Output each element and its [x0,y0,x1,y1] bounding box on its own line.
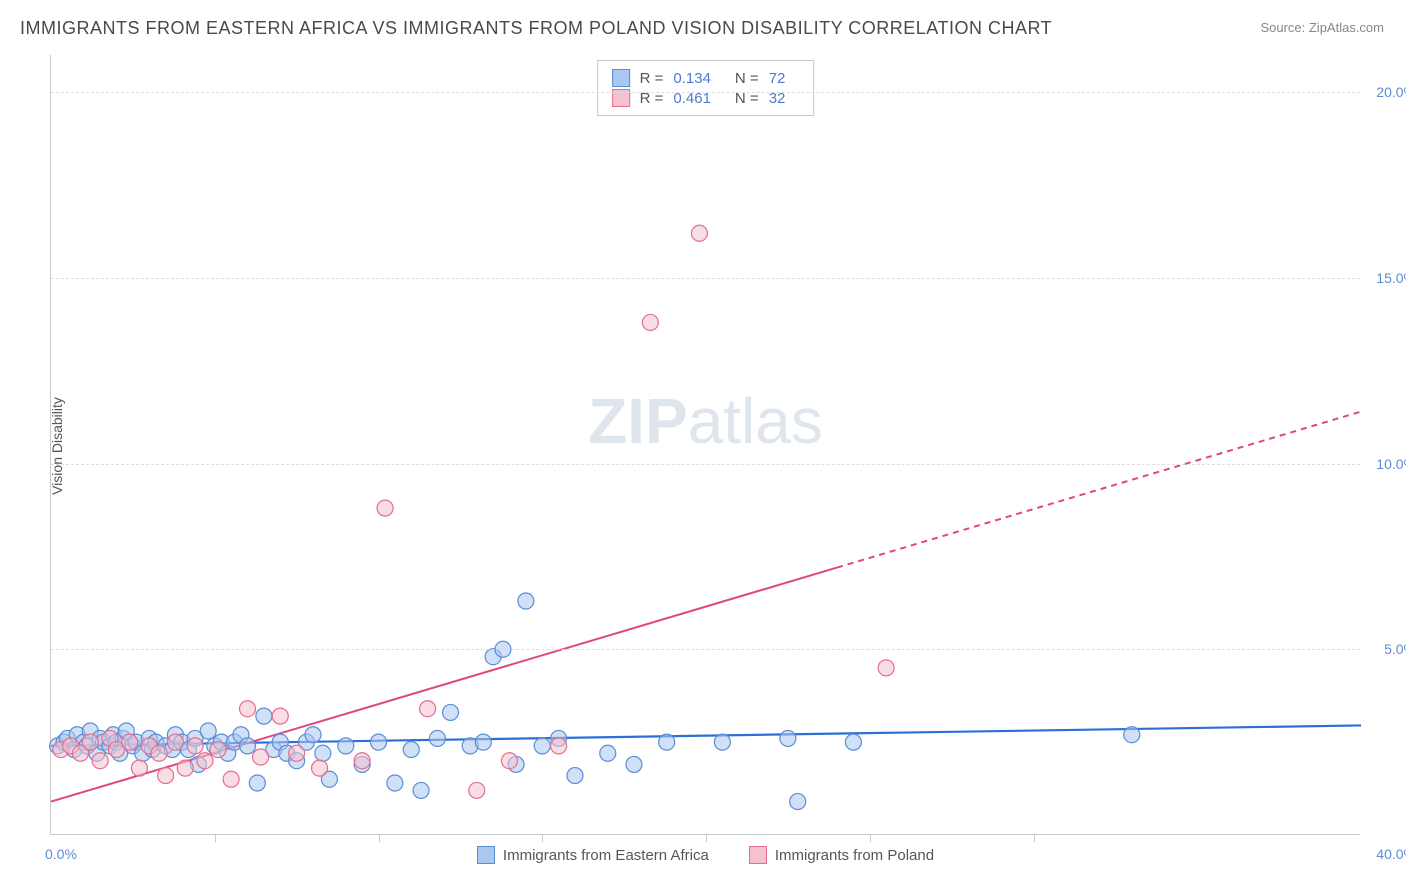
data-point [642,314,658,330]
source-prefix: Source: [1260,20,1308,35]
y-tick-label: 15.0% [1376,270,1406,286]
data-point [1124,727,1140,743]
data-point [223,771,239,787]
data-point [403,742,419,758]
plot-area: ZIPatlas R = 0.134 N = 72 R = 0.461 N = … [50,55,1360,835]
legend-swatch-2b [749,846,767,864]
legend-item-2: Immigrants from Poland [749,846,934,864]
legend-label-1: Immigrants from Eastern Africa [503,847,709,864]
data-point [210,742,226,758]
data-point [256,708,272,724]
x-tick-mark [379,834,380,842]
data-point [315,745,331,761]
data-point [502,753,518,769]
data-point [714,734,730,750]
data-point [780,730,796,746]
gridline [51,92,1360,93]
data-point [469,782,485,798]
data-point [82,734,98,750]
data-point [167,734,183,750]
source-citation: Source: ZipAtlas.com [1260,20,1384,35]
gridline [51,464,1360,465]
gridline [51,649,1360,650]
data-point [122,734,138,750]
data-point [240,738,256,754]
x-tick-mark [215,834,216,842]
data-point [443,704,459,720]
data-point [249,775,265,791]
data-point [240,701,256,717]
trend-line [51,568,837,802]
data-point [567,768,583,784]
data-point [429,730,445,746]
chart-svg [51,55,1360,834]
data-point [371,734,387,750]
x-tick-mark [706,834,707,842]
data-point [600,745,616,761]
data-point [312,760,328,776]
data-point [151,745,167,761]
x-tick-mark [870,834,871,842]
data-point [92,753,108,769]
data-point [253,749,269,765]
data-point [387,775,403,791]
legend-item-1: Immigrants from Eastern Africa [477,846,709,864]
data-point [354,753,370,769]
data-point [177,760,193,776]
data-point [158,768,174,784]
data-point [131,760,147,776]
data-point [626,756,642,772]
data-point [272,708,288,724]
x-tick-max: 40.0% [1376,846,1406,862]
data-point [187,738,203,754]
legend-series: Immigrants from Eastern Africa Immigrant… [51,846,1360,864]
chart-title: IMMIGRANTS FROM EASTERN AFRICA VS IMMIGR… [20,18,1052,39]
source-link[interactable]: ZipAtlas.com [1309,20,1384,35]
legend-label-2: Immigrants from Poland [775,847,934,864]
data-point [305,727,321,743]
data-point [377,500,393,516]
data-point [413,782,429,798]
data-point [534,738,550,754]
data-point [197,753,213,769]
data-point [200,723,216,739]
data-point [420,701,436,717]
y-tick-label: 5.0% [1384,641,1406,657]
gridline [51,278,1360,279]
y-tick-label: 20.0% [1376,84,1406,100]
data-point [475,734,491,750]
y-tick-label: 10.0% [1376,456,1406,472]
data-point [338,738,354,754]
trend-line-dashed [837,412,1361,568]
data-point [289,745,305,761]
data-point [845,734,861,750]
data-point [691,225,707,241]
data-point [518,593,534,609]
x-tick-mark [1034,834,1035,842]
data-point [790,794,806,810]
data-point [551,738,567,754]
legend-swatch-1b [477,846,495,864]
x-tick-mark [542,834,543,842]
data-point [659,734,675,750]
data-point [878,660,894,676]
